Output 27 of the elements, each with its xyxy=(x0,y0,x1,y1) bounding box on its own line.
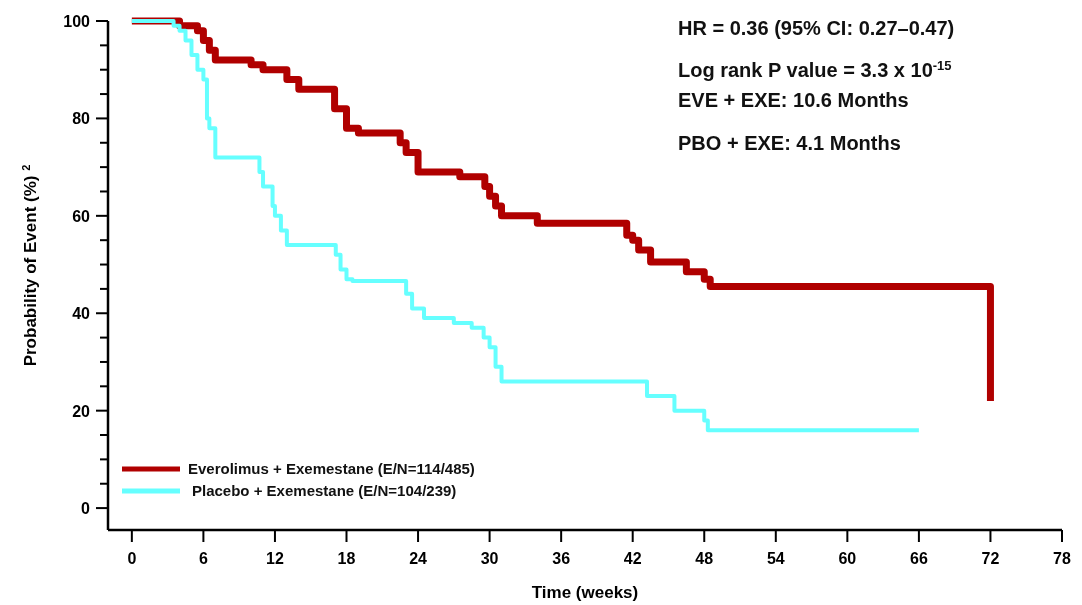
x-tick-label: 6 xyxy=(198,550,208,567)
x-tick-label: 54 xyxy=(766,550,785,567)
y-tick-label: 80 xyxy=(72,110,91,128)
y-tick-label: 20 xyxy=(72,402,91,420)
x-tick-label: 0 xyxy=(127,550,137,567)
x-tick-label: 36 xyxy=(552,550,571,567)
x-tick-label: 30 xyxy=(480,550,499,567)
x-tick-label: 72 xyxy=(981,550,1000,567)
x-tick-label: 48 xyxy=(695,550,714,567)
x-axis-title: Time (weeks) xyxy=(531,583,639,602)
legend-label: Everolimus + Exemestane (E/N=114/485) xyxy=(188,460,475,477)
x-tick-label: 42 xyxy=(623,550,642,567)
annotation: PBO + EXE: 4.1 Months xyxy=(678,132,901,154)
x-tick-label: 60 xyxy=(838,550,857,567)
y-tick-label: 40 xyxy=(72,305,91,323)
annotation: HR = 0.36 (95% CI: 0.27–0.47) xyxy=(678,17,955,39)
y-tick-label: 100 xyxy=(63,13,91,30)
x-tick-label: 24 xyxy=(409,550,428,567)
x-tick-label: 12 xyxy=(266,550,284,567)
annotation: EVE + EXE: 10.6 Months xyxy=(678,89,909,111)
y-tick-label: 60 xyxy=(72,207,91,225)
x-tick-label: 66 xyxy=(910,550,928,567)
y-tick-label: 0 xyxy=(81,500,91,518)
annotation: Log rank P value = 3.3 x 10$^{-15}$ xyxy=(678,57,952,81)
x-tick-label: 78 xyxy=(1053,550,1071,567)
x-tick-label: 18 xyxy=(337,550,356,567)
legend-label: Placebo + Exemestane (E/N=104/239) xyxy=(192,482,457,499)
